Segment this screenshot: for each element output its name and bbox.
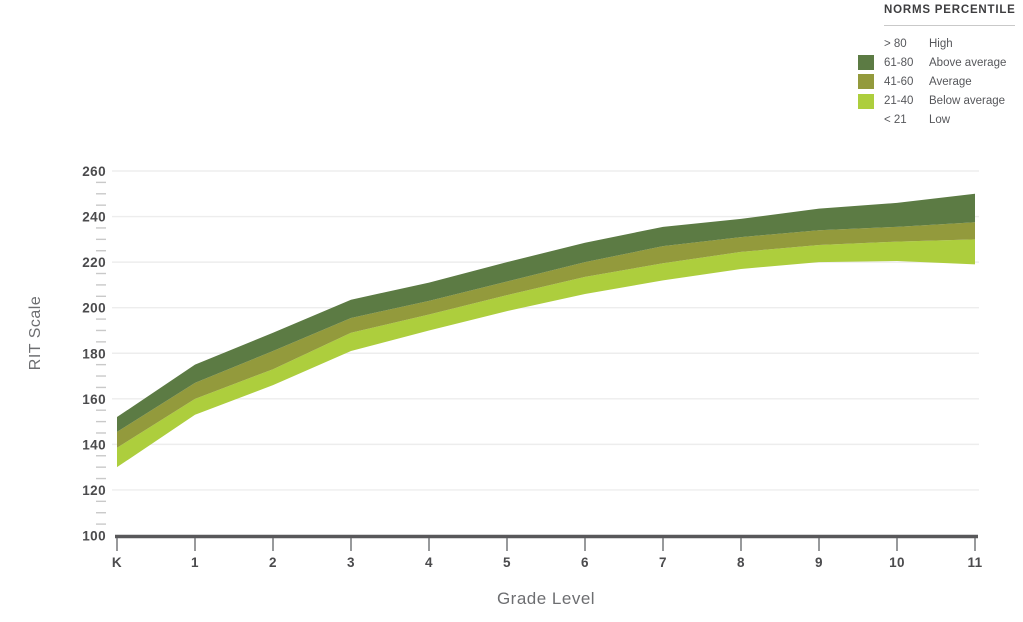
legend-label: Low xyxy=(929,114,951,127)
x-tick-label: 9 xyxy=(815,555,823,570)
y-tick-label: 140 xyxy=(82,437,106,452)
legend-range: 41-60 xyxy=(884,75,914,88)
legend-item-high: > 80 High xyxy=(858,34,1023,53)
y-tick-label: 200 xyxy=(82,301,106,316)
legend-divider xyxy=(884,25,1015,26)
x-tick-label: 10 xyxy=(889,555,905,570)
legend-label: Average xyxy=(929,75,972,88)
legend-label: High xyxy=(929,37,953,50)
x-axis-title: Grade Level xyxy=(496,589,596,608)
legend-range: 21-40 xyxy=(884,95,914,108)
x-tick-label: K xyxy=(112,555,122,570)
legend-swatch xyxy=(858,55,874,71)
y-tick-label: 180 xyxy=(82,346,106,361)
y-tick-label: 220 xyxy=(82,255,106,270)
legend-item-average: 41-60 Average xyxy=(858,72,1023,91)
legend-swatch xyxy=(858,74,874,90)
x-tick-label: 3 xyxy=(347,555,355,570)
x-tick-label: 6 xyxy=(581,555,589,570)
y-tick-label: 120 xyxy=(82,483,106,498)
legend-item-above-average: 61-80 Above average xyxy=(858,53,1023,72)
legend-range: < 21 xyxy=(884,114,907,127)
y-tick-label: 100 xyxy=(82,529,106,544)
legend-rows: > 80 High 61-80 Above average 41-60 Aver… xyxy=(858,34,1023,130)
x-tick-label: 7 xyxy=(659,555,667,570)
y-tick-label: 240 xyxy=(82,210,106,225)
legend-range: > 80 xyxy=(884,37,907,50)
x-tick-label: 8 xyxy=(737,555,745,570)
x-tick-label: 2 xyxy=(269,555,277,570)
legend-item-low: < 21 Low xyxy=(858,111,1023,130)
y-tick-label: 160 xyxy=(82,392,106,407)
legend-item-below-average: 21-40 Below average xyxy=(858,92,1023,111)
legend-title: NORMS PERCENTILE xyxy=(884,4,1016,16)
x-tick-label: 1 xyxy=(191,555,199,570)
y-axis-title: RIT Scale xyxy=(27,295,44,371)
legend-label: Below average xyxy=(929,95,1006,108)
band-61-80 xyxy=(117,193,975,432)
legend-range: 61-80 xyxy=(884,56,914,69)
x-tick-label: 5 xyxy=(503,555,511,570)
x-tick-label: 4 xyxy=(425,555,433,570)
norms-percentile-legend: NORMS PERCENTILE > 80 High 61-80 Above a… xyxy=(858,4,1023,130)
legend-label: Above average xyxy=(929,56,1007,69)
y-tick-label: 260 xyxy=(82,164,106,179)
x-tick-label: 11 xyxy=(967,555,982,570)
legend-swatch xyxy=(858,93,874,109)
